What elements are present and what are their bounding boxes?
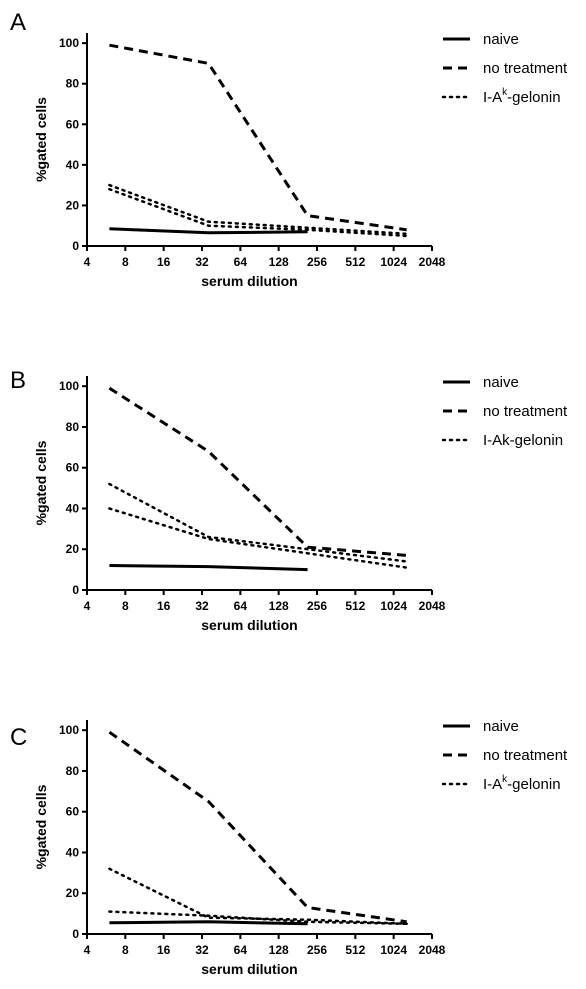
y-tick-label: 40 [66, 845, 80, 859]
x-tick-label: 512 [345, 599, 365, 613]
chart-panel-b: B 0 20 40 60 80 100 4 8 16 32 64 128 256 512 1024 2048 se… [10, 367, 568, 633]
series-line-0 [109, 920, 308, 926]
y-tick-label: 100 [59, 36, 79, 50]
y-tick-label: 20 [66, 198, 80, 212]
y-tick-label: 0 [72, 239, 79, 253]
x-tick-label: 16 [157, 943, 171, 957]
x-tick-label: 4 [84, 943, 91, 957]
legend-label: naive [483, 374, 519, 391]
y-tick-label: 60 [66, 461, 80, 475]
series-line-0 [109, 227, 308, 235]
legend-label: naive [483, 718, 519, 735]
x-tick-label: 16 [157, 599, 171, 613]
x-tick-label: 128 [269, 599, 289, 613]
series-line-3 [108, 187, 408, 238]
x-tick-label: 64 [234, 599, 248, 613]
x-tick-label: 64 [234, 943, 248, 957]
x-axis-title: serum dilution [201, 617, 297, 633]
legend-label: I-Ak-gelonin [483, 432, 563, 449]
x-tick-label: 16 [157, 255, 171, 269]
x-tick-label: 64 [234, 255, 248, 269]
y-tick-label: 100 [59, 379, 79, 393]
x-tick-label: 8 [122, 599, 129, 613]
series-line-1 [108, 386, 407, 557]
legend-label: no treatment [483, 60, 568, 77]
y-tick-label: 80 [66, 764, 80, 778]
legend-label: I-Ak-gelonin [483, 774, 561, 793]
y-tick-label: 40 [66, 158, 80, 172]
x-tick-label: 256 [307, 255, 327, 269]
legend-label: I-Ak-gelonin [483, 87, 561, 106]
y-tick-label: 60 [66, 805, 80, 819]
x-tick-label: 32 [195, 599, 209, 613]
panel-letter: C [10, 724, 27, 751]
legend-label: naive [483, 31, 519, 48]
x-tick-label: 32 [195, 255, 209, 269]
y-tick-label: 0 [72, 927, 79, 941]
panel-letter: A [10, 9, 26, 36]
x-tick-label: 128 [269, 943, 289, 957]
x-tick-label: 32 [195, 943, 209, 957]
y-tick-label: 0 [72, 583, 79, 597]
x-tick-label: 2048 [419, 599, 446, 613]
legend-label: no treatment [483, 747, 568, 764]
y-tick-label: 100 [59, 723, 79, 737]
x-tick-label: 256 [307, 599, 327, 613]
x-tick-label: 128 [269, 255, 289, 269]
y-tick-label: 80 [66, 420, 80, 434]
series-line-2 [108, 183, 408, 236]
legend-label: no treatment [483, 403, 568, 420]
y-tick-label: 40 [66, 501, 80, 515]
y-tick-label: 20 [66, 886, 80, 900]
x-tick-label: 4 [84, 599, 91, 613]
x-tick-label: 256 [307, 943, 327, 957]
y-axis-title: %gated cells [33, 440, 49, 525]
series-line-3 [108, 507, 408, 569]
y-tick-label: 20 [66, 542, 80, 556]
x-tick-label: 8 [122, 943, 129, 957]
x-axis-title: serum dilution [201, 273, 297, 289]
series-line-3 [108, 910, 408, 926]
chart-panel-a: A 0 20 40 60 80 100 4 8 16 32 64 128 256 512 1024 2048 se… [10, 9, 568, 289]
x-tick-label: 2048 [419, 943, 446, 957]
x-tick-label: 512 [345, 255, 365, 269]
x-axis-title: serum dilution [201, 961, 297, 977]
x-tick-label: 4 [84, 255, 91, 269]
series-line-1 [108, 730, 407, 924]
x-tick-label: 1024 [380, 943, 407, 957]
x-tick-label: 2048 [419, 255, 446, 269]
series-line-1 [109, 43, 407, 232]
y-tick-label: 80 [66, 77, 80, 91]
chart-panel-c: C 0 20 40 60 80 100 4 8 16 32 64 128 256 512 1024 2048 se… [10, 718, 568, 977]
x-tick-label: 512 [345, 943, 365, 957]
x-tick-label: 8 [122, 255, 129, 269]
x-tick-label: 1024 [380, 255, 407, 269]
panel-letter: B [10, 367, 26, 394]
y-axis-title: %gated cells [33, 784, 49, 869]
y-tick-label: 60 [66, 117, 80, 131]
x-tick-label: 1024 [380, 599, 407, 613]
series-line-0 [109, 564, 308, 572]
y-axis-title: %gated cells [33, 97, 49, 182]
series-line-2 [108, 482, 408, 563]
